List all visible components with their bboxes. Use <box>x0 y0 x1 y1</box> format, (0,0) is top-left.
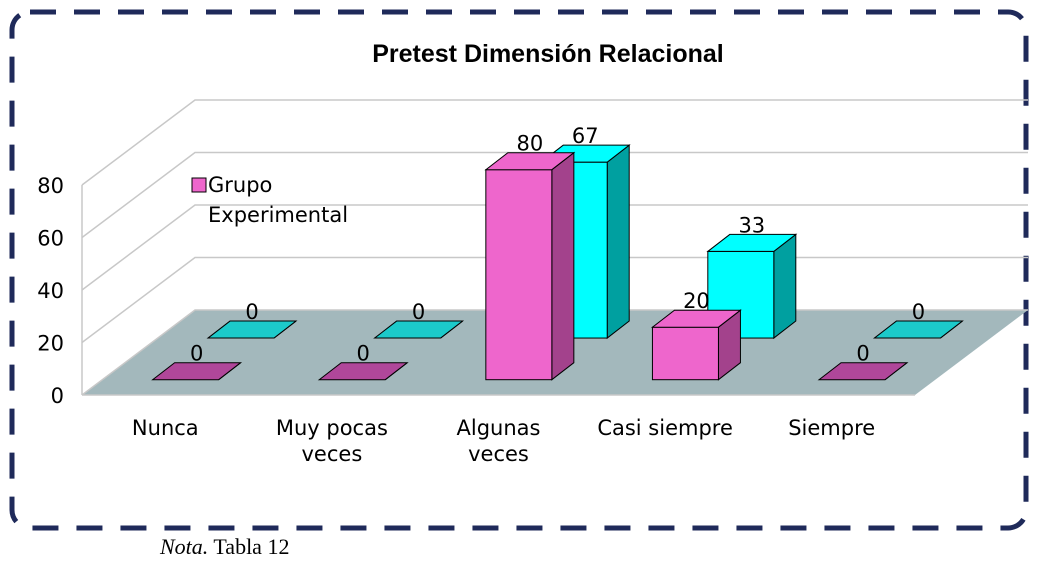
value-label: 67 <box>572 124 599 148</box>
bar-top <box>872 320 964 339</box>
bar-top <box>151 362 243 381</box>
bar-top <box>317 362 409 381</box>
bar-top <box>650 309 742 328</box>
value-label: 0 <box>856 342 869 366</box>
x-tick-label: Muy pocas veces <box>275 416 388 466</box>
bar-side <box>606 144 630 340</box>
bar-top <box>484 152 576 171</box>
x-tick-label: Algunas veces <box>456 416 541 466</box>
value-label: 0 <box>245 300 258 324</box>
x-tick-label: Siempre <box>788 416 876 440</box>
grid-line <box>81 99 1028 186</box>
x-tick-label: Casi siempre <box>597 416 733 440</box>
legend-label: Grupo Experimental <box>208 173 349 227</box>
grid-line <box>81 204 1028 291</box>
y-tick-label: 60 <box>37 227 64 251</box>
note-label: Nota. <box>160 534 209 559</box>
value-label: 0 <box>357 342 370 366</box>
y-tick-label: 20 <box>37 332 64 356</box>
value-label: 0 <box>912 300 925 324</box>
bar <box>485 169 553 381</box>
y-tick-label: 80 <box>37 174 64 198</box>
bar-side <box>551 151 575 381</box>
legend-swatch <box>191 177 207 193</box>
value-label: 20 <box>683 289 710 313</box>
bar-side <box>773 233 797 340</box>
value-label: 0 <box>412 300 425 324</box>
bar-top <box>373 320 465 339</box>
y-tick-label: 0 <box>51 384 64 408</box>
y-tick-label: 40 <box>37 279 64 303</box>
note-text: Tabla 12 <box>213 534 290 559</box>
bar-top <box>706 233 798 252</box>
bar <box>651 326 719 381</box>
note: Nota. Tabla 12 <box>160 534 289 560</box>
value-label: 80 <box>516 132 543 156</box>
grid-line <box>81 151 1028 239</box>
chart-title: Pretest Dimensión Relacional <box>372 40 724 68</box>
x-tick-label: Nunca <box>131 416 199 440</box>
value-label: 0 <box>190 342 203 366</box>
bar-top <box>817 362 909 381</box>
value-label: 33 <box>738 213 765 237</box>
frame <box>9 9 1029 531</box>
bar-top <box>206 320 298 339</box>
